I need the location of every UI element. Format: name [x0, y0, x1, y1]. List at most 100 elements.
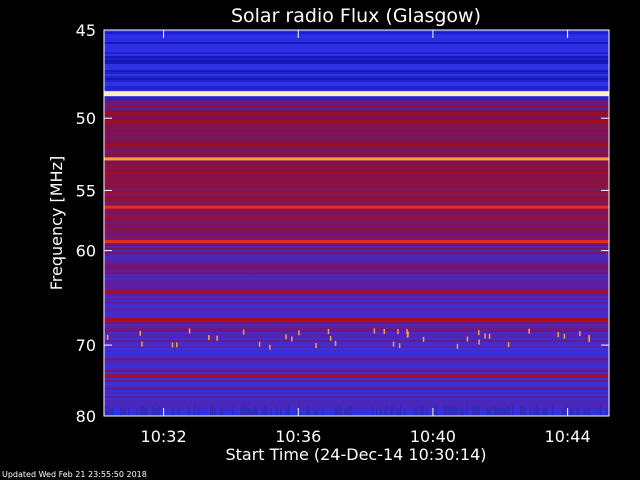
noise-column — [242, 406, 244, 416]
noise-column — [240, 407, 242, 416]
spectrum-row — [104, 396, 609, 398]
noise-column — [156, 408, 158, 416]
spectrum-row — [104, 124, 609, 126]
spectrum-row — [104, 46, 609, 48]
spectrum-row — [104, 98, 609, 100]
noise-column — [338, 405, 340, 416]
frequency-band — [104, 91, 609, 97]
noise-column — [482, 411, 484, 416]
noise-column — [368, 410, 370, 416]
spectrum-row — [104, 390, 609, 392]
noise-column — [120, 408, 122, 416]
spectrum-row — [104, 118, 609, 120]
noise-column — [514, 409, 516, 416]
spectrum-row — [104, 146, 609, 148]
spectrum-row — [104, 210, 609, 212]
spectrum-row — [104, 244, 609, 246]
noise-column — [598, 412, 600, 416]
burst-mark — [507, 342, 510, 348]
noise-column — [602, 410, 604, 416]
noise-column — [416, 407, 418, 416]
noise-column — [426, 408, 428, 416]
noise-column — [480, 410, 482, 416]
noise-column — [290, 409, 292, 416]
spectrum-row — [104, 54, 609, 56]
spectrum-row — [104, 44, 609, 46]
noise-column — [458, 412, 460, 416]
noise-column — [320, 410, 322, 416]
noise-column — [450, 406, 452, 416]
noise-column — [266, 407, 268, 416]
burst-mark — [563, 333, 566, 339]
spectrum-row — [104, 166, 609, 168]
spectrum-row — [104, 402, 609, 404]
spectrum-row — [104, 334, 609, 336]
noise-column — [576, 409, 578, 416]
spectrum-row — [104, 78, 609, 80]
spectrum-row — [104, 358, 609, 360]
spectrum-row — [104, 342, 609, 344]
noise-column — [162, 407, 164, 416]
noise-column — [218, 411, 220, 416]
noise-column — [268, 411, 270, 416]
noise-column — [408, 413, 410, 416]
noise-column — [544, 408, 546, 416]
noise-column — [532, 412, 534, 416]
spectrum-row — [104, 394, 609, 396]
noise-column — [176, 412, 178, 416]
burst-mark — [141, 341, 143, 347]
spectrum-row — [104, 122, 609, 124]
noise-column — [390, 406, 392, 416]
noise-column — [174, 410, 176, 416]
noise-column — [588, 408, 590, 416]
noise-column — [558, 411, 560, 416]
noise-column — [600, 406, 602, 416]
spectrum-row — [104, 350, 609, 352]
burst-mark — [329, 335, 332, 341]
noise-column — [330, 410, 332, 416]
noise-column — [530, 408, 532, 416]
noise-column — [488, 409, 490, 416]
noise-column — [428, 412, 430, 416]
spectrum-row — [104, 172, 609, 174]
noise-column — [568, 409, 570, 416]
spectrum-row — [104, 260, 609, 262]
spectrum-row — [104, 294, 609, 296]
burst-mark — [478, 330, 480, 336]
spectrum-row — [104, 280, 609, 282]
noise-column — [286, 407, 288, 416]
y-tick-label: 80 — [76, 407, 96, 426]
spectrum-row — [104, 388, 609, 390]
noise-column — [198, 407, 200, 416]
spectrum-row — [104, 406, 609, 408]
noise-column — [370, 410, 372, 416]
spectrum-row — [104, 50, 609, 52]
spectrum-row — [104, 378, 609, 380]
spectrum-row — [104, 148, 609, 150]
spectrum-row — [104, 386, 609, 388]
noise-column — [502, 408, 504, 416]
noise-column — [250, 409, 252, 416]
noise-column — [126, 409, 128, 416]
spectrum-row — [104, 152, 609, 154]
noise-column — [448, 407, 450, 416]
noise-column — [272, 410, 274, 416]
spectrum-row — [104, 356, 609, 358]
noise-column — [378, 410, 380, 416]
spectrum-row — [104, 298, 609, 300]
spectrum-row — [104, 218, 609, 220]
noise-column — [274, 409, 276, 416]
spectrum-row — [104, 330, 609, 332]
noise-column — [232, 406, 234, 416]
spectrum-row — [104, 102, 609, 104]
noise-column — [586, 408, 588, 416]
chart-title: Solar radio Flux (Glasgow) — [231, 5, 481, 27]
spectrum-row — [104, 130, 609, 132]
noise-column — [150, 413, 152, 416]
noise-column — [322, 409, 324, 416]
noise-column — [294, 411, 296, 416]
noise-column — [220, 407, 222, 416]
spectrum-row — [104, 140, 609, 142]
noise-column — [128, 407, 130, 416]
noise-column — [104, 405, 106, 416]
